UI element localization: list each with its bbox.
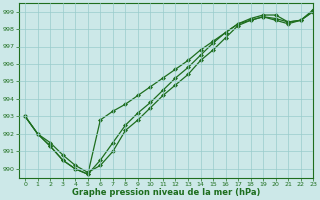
X-axis label: Graphe pression niveau de la mer (hPa): Graphe pression niveau de la mer (hPa) <box>72 188 260 197</box>
